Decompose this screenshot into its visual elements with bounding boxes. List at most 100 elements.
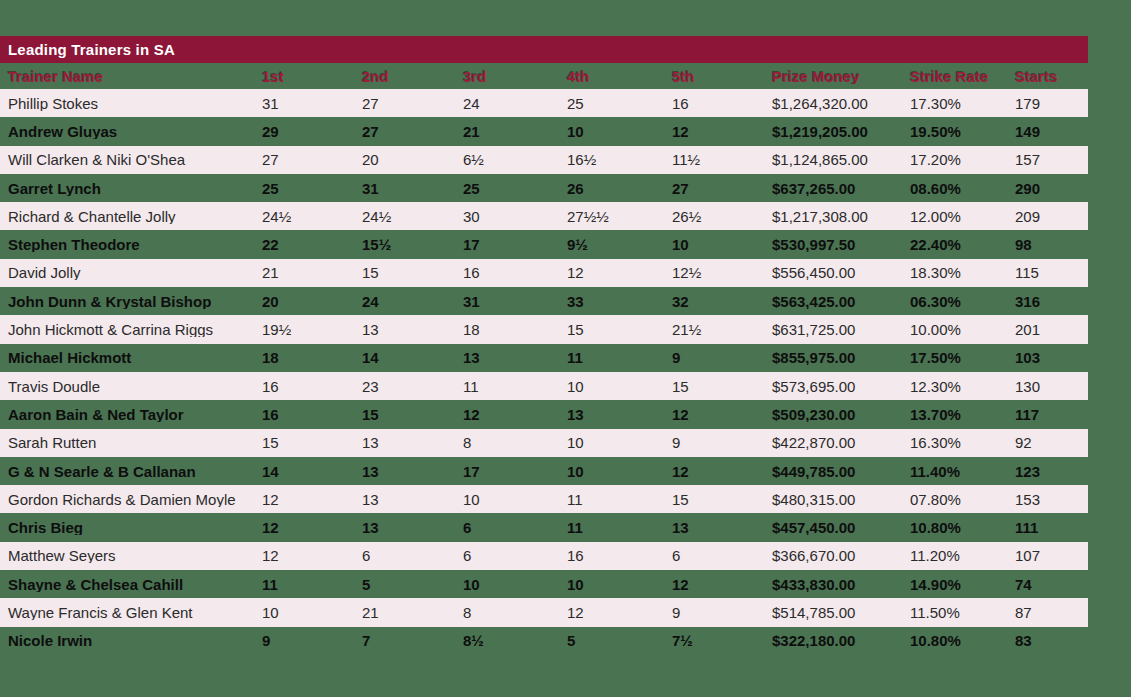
table-cell: 12	[254, 520, 354, 535]
table-cell: 16	[664, 96, 764, 111]
table-row: Richard & Chantelle Jolly24½24½3027½½26½…	[0, 202, 1088, 230]
table-cell: 11	[559, 492, 664, 507]
table-row: Aaron Bain & Ned Taylor1615121312$509,23…	[0, 400, 1088, 428]
table-row: Wayne Francis & Glen Kent10218129$514,78…	[0, 598, 1088, 626]
column-header-strike-rate: Strike Rate	[902, 69, 1007, 84]
table-cell: 11.50%	[902, 605, 1007, 620]
table-cell: 17	[455, 237, 559, 252]
trainer-name-cell: Gordon Richards & Damien Moyle	[0, 492, 254, 507]
trainer-name-cell: Andrew Gluyas	[0, 124, 254, 139]
column-header-2nd: 2nd	[354, 69, 455, 84]
table-cell: 103	[1007, 350, 1080, 365]
table-cell: 98	[1007, 237, 1080, 252]
table-row: Will Clarken & Niki O'Shea27206½16½11½$1…	[0, 146, 1088, 174]
table-cell: 21	[254, 265, 354, 280]
table-cell: 11	[559, 350, 664, 365]
table-cell: $422,870.00	[764, 435, 902, 450]
table-cell: 13	[664, 520, 764, 535]
table-cell: 12	[455, 407, 559, 422]
table-cell: $530,997.50	[764, 237, 902, 252]
table-cell: 12½	[664, 265, 764, 280]
column-header-starts: Starts	[1007, 69, 1080, 84]
table-cell: 8	[455, 435, 559, 450]
trainer-name-cell: Wayne Francis & Glen Kent	[0, 605, 254, 620]
table-cell: 17.50%	[902, 350, 1007, 365]
table-cell: 10	[559, 379, 664, 394]
table-cell: 27	[664, 181, 764, 196]
table-cell: 12	[559, 605, 664, 620]
table-row: Phillip Stokes3127242516$1,264,320.0017.…	[0, 89, 1088, 117]
table-cell: 10	[455, 492, 559, 507]
table-cell: $1,264,320.00	[764, 96, 902, 111]
table-cell: 10.80%	[902, 633, 1007, 648]
table-cell: 26½	[664, 209, 764, 224]
table-row: John Dunn & Krystal Bishop2024313332$563…	[0, 287, 1088, 315]
table-cell: 13	[354, 464, 455, 479]
table-cell: 74	[1007, 577, 1080, 592]
table-cell: 18	[254, 350, 354, 365]
table-cell: 130	[1007, 379, 1080, 394]
table-cell: 10.80%	[902, 520, 1007, 535]
table-cell: $1,217,308.00	[764, 209, 902, 224]
trainer-name-cell: G & N Searle & B Callanan	[0, 464, 254, 479]
table-cell: $433,830.00	[764, 577, 902, 592]
table-cell: 13	[354, 435, 455, 450]
table-cell: 16	[254, 407, 354, 422]
table-cell: 316	[1007, 294, 1080, 309]
table-cell: 08.60%	[902, 181, 1007, 196]
table-cell: 10	[559, 464, 664, 479]
table-cell: 13.70%	[902, 407, 1007, 422]
table-cell: 10	[664, 237, 764, 252]
table-cell: 24½	[254, 209, 354, 224]
table-cell: 16.30%	[902, 435, 1007, 450]
table-row: Andrew Gluyas2927211012$1,219,205.0019.5…	[0, 117, 1088, 145]
trainer-name-cell: Nicole Irwin	[0, 633, 254, 648]
table-cell: $509,230.00	[764, 407, 902, 422]
table-row: Sarah Rutten15138109$422,870.0016.30%92	[0, 429, 1088, 457]
column-header-prize-money: Prize Money	[764, 69, 902, 84]
table-cell: 209	[1007, 209, 1080, 224]
column-header-5th: 5th	[664, 69, 764, 84]
table-cell: 29	[254, 124, 354, 139]
table-cell: 16½	[559, 152, 664, 167]
table-cell: 20	[354, 152, 455, 167]
table-cell: 31	[354, 181, 455, 196]
table-cell: 10	[455, 577, 559, 592]
table-cell: 16	[559, 548, 664, 563]
table-cell: 153	[1007, 492, 1080, 507]
table-cell: $322,180.00	[764, 633, 902, 648]
table-cell: 07.80%	[902, 492, 1007, 507]
table-cell: 14	[254, 464, 354, 479]
table-cell: $573,695.00	[764, 379, 902, 394]
table-cell: 19.50%	[902, 124, 1007, 139]
table-cell: 6	[455, 520, 559, 535]
table-cell: 17.20%	[902, 152, 1007, 167]
table-cell: 15	[559, 322, 664, 337]
table-row: Shayne & Chelsea Cahill115101012$433,830…	[0, 570, 1088, 598]
table-row: Travis Doudle1623111015$573,695.0012.30%…	[0, 372, 1088, 400]
table-cell: 18	[455, 322, 559, 337]
column-header-trainer-name: Trainer Name	[0, 69, 254, 84]
leading-trainers-table: Leading Trainers in SA Trainer Name1st2n…	[0, 36, 1088, 655]
table-cell: $631,725.00	[764, 322, 902, 337]
table-cell: 201	[1007, 322, 1080, 337]
table-cell: 12	[664, 464, 764, 479]
table-row: John Hickmott & Carrina Riggs19½13181521…	[0, 315, 1088, 343]
column-header-3rd: 3rd	[455, 69, 559, 84]
table-cell: 117	[1007, 407, 1080, 422]
table-cell: 20	[254, 294, 354, 309]
table-title: Leading Trainers in SA	[8, 41, 175, 58]
table-cell: 12	[664, 124, 764, 139]
table-cell: 11	[254, 577, 354, 592]
table-row: G & N Searle & B Callanan1413171012$449,…	[0, 457, 1088, 485]
table-cell: 14.90%	[902, 577, 1007, 592]
table-cell: 7½	[664, 633, 764, 648]
table-row: Chris Bieg121361113$457,450.0010.80%111	[0, 513, 1088, 541]
table-cell: 21	[354, 605, 455, 620]
trainer-name-cell: Michael Hickmott	[0, 350, 254, 365]
table-cell: 17.30%	[902, 96, 1007, 111]
table-row: Matthew Seyers1266166$366,670.0011.20%10…	[0, 542, 1088, 570]
table-cell: $514,785.00	[764, 605, 902, 620]
table-cell: $563,425.00	[764, 294, 902, 309]
table-cell: 10	[559, 435, 664, 450]
